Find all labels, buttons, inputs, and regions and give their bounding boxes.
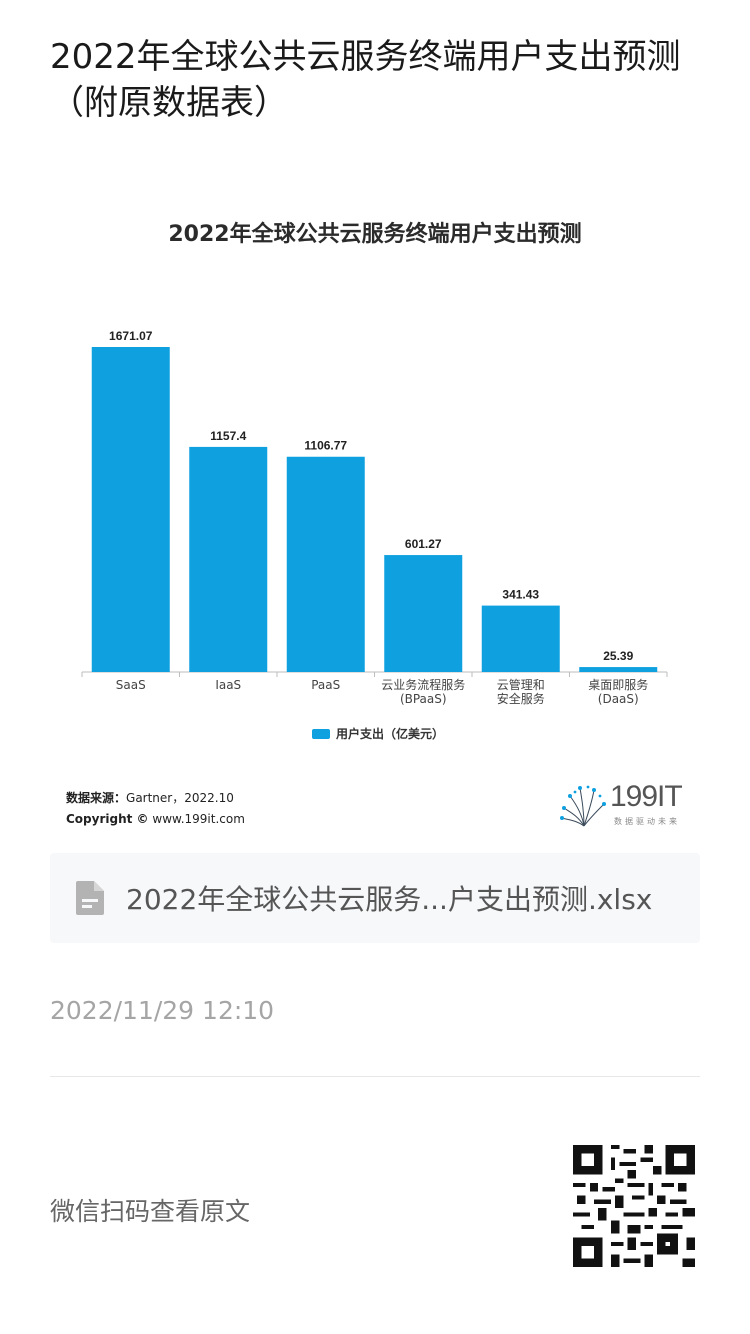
divider (50, 1076, 700, 1077)
logo-tagline: 数据驱动未来 (614, 817, 680, 826)
source-label: 数据来源： (66, 791, 127, 805)
logo-text: 199IT (610, 780, 683, 813)
chart-card: 1671.07 SaaS 1157.4 IaaS 1106.77 PaaS 601.27 云业… (50, 200, 700, 840)
category-label-4: (BPaaS) (400, 692, 447, 706)
data-label-3: 1106.77 (304, 439, 347, 453)
bar-3 (286, 456, 365, 672)
publish-timestamp: 2022/11/29 12:10 (50, 996, 275, 1025)
brand-logo: 199IT 数据驱动未来 (560, 780, 690, 830)
bar-1 (91, 347, 170, 672)
attachment-card[interactable]: 2022年全球公共云服务...户支出预测.xlsx (50, 853, 700, 943)
copyright-value: www.199it.com (152, 812, 245, 826)
bar-4 (384, 555, 463, 672)
copyright-label: Copyright © (66, 812, 149, 826)
attachment-name: 2022年全球公共云服务...户支出预测.xlsx (126, 883, 653, 916)
category-label-5: 安全服务 (497, 691, 545, 706)
scan-prompt: 微信扫码查看原文 (50, 1197, 251, 1226)
source-block: 数据来源：Gartner，2022.10 Copyright © www.199… (66, 788, 245, 830)
file-document-icon (76, 881, 104, 915)
source-value: Gartner，2022.10 (126, 791, 234, 805)
qr-code-icon[interactable] (573, 1145, 695, 1267)
bar-6 (579, 667, 658, 672)
category-label-4: 云业务流程服务 (381, 677, 465, 692)
bar-chart: 1671.07 SaaS 1157.4 IaaS 1106.77 PaaS 601.27 云业… (81, 329, 668, 706)
chart-legend: 用户支出（亿美元） (312, 725, 444, 742)
bar-5 (481, 605, 560, 672)
data-label-4: 601.27 (405, 537, 442, 551)
category-label-6: 桌面即服务 (588, 677, 648, 692)
dandelion-logo-icon (560, 785, 606, 827)
data-label-6: 25.39 (603, 649, 633, 663)
data-label-2: 1157.4 (210, 429, 246, 443)
page-title: 2022年全球公共云服务终端用户支出预测（附原数据表） (50, 37, 681, 123)
data-label-1: 1671.07 (109, 329, 153, 343)
category-label-6: (DaaS) (598, 692, 639, 706)
legend-swatch (312, 728, 330, 739)
chart-title: 2022年全球公共云服务终端用户支出预测 (168, 222, 582, 247)
category-label-2: IaaS (215, 678, 241, 692)
category-label-3: PaaS (311, 678, 340, 692)
category-label-1: SaaS (116, 678, 146, 692)
category-label-5: 云管理和 (497, 677, 545, 692)
bar-2 (189, 446, 268, 672)
data-label-5: 341.43 (502, 588, 539, 602)
legend-label: 用户支出（亿美元） (336, 727, 445, 741)
